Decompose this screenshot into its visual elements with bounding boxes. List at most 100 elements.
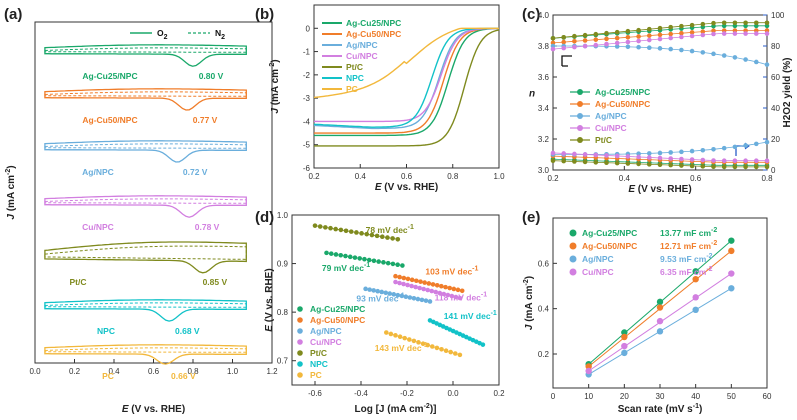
- panel-c-ytick-left-label: 3.0: [538, 166, 550, 175]
- panel-e-point: [621, 329, 628, 336]
- panel-e-xtick-label: 50: [727, 392, 736, 401]
- panel-d-fitline: [314, 225, 398, 240]
- panel-d-legend-label: Ag-Cu50/NPC: [310, 315, 365, 325]
- panel-a-legend-o2: O2: [157, 28, 168, 41]
- panel-d-legend-label: Cu/NPC: [310, 337, 342, 347]
- panel-a-cv-n2: [44, 245, 247, 260]
- panel-b-ytick-label: -1: [303, 48, 311, 57]
- panel-e-point: [656, 298, 664, 306]
- panel-b-ytick-label: -6: [303, 164, 311, 173]
- panel-e-point: [728, 270, 735, 277]
- panel-d-ytick-label: 0.8: [277, 308, 289, 317]
- panel-a-series-label: NPC: [97, 326, 115, 336]
- panel-a-peak-label: 0.68 V: [175, 326, 200, 336]
- panel-a-cv-o2: [44, 241, 247, 274]
- panel-a-cv-n2: [44, 198, 247, 204]
- panel-a-legend-n2: N2: [215, 28, 225, 41]
- panel-a-xtick-label: 0.6: [148, 367, 160, 376]
- panel-d-slope-label: 79 mV dec-1: [322, 262, 370, 273]
- panel-e-cdl-label: 6.35 mF cm-2: [660, 266, 713, 277]
- panel-c-ylabel-left: n: [529, 89, 535, 100]
- panel-e: (e) 0 10 20 30 40 50 60 0.2 0.4 0.6 Scan rate (mV s…: [522, 209, 772, 415]
- panel-c: (c) 0.2 0.4 0.6 0.8 3.0 3.2 3.4 3.6 3.8 4.0 0 20 40 60…: [522, 6, 793, 195]
- panel-a-xtick-label: 0.4: [108, 367, 120, 376]
- panel-e-label: (e): [522, 209, 540, 226]
- panel-a-xtick-label: 1.0: [227, 367, 239, 376]
- panel-a-series-label: Pt/C: [70, 277, 87, 287]
- panel-e-cdl-label: 13.77 mF cm-2: [660, 227, 717, 238]
- panel-c-ytick-right-label: 0: [771, 166, 776, 175]
- panel-d-xtick-label: 0.2: [493, 389, 505, 398]
- panel-c-xtick-label: 0.6: [690, 174, 702, 183]
- panel-d-point: [457, 352, 463, 358]
- panel-e-legend-label: Cu/NPC: [582, 267, 614, 277]
- panel-d-frame: [291, 214, 500, 386]
- panel-c-ytick-left-label: 4.0: [538, 11, 550, 20]
- panel-c-legend-label: Ag-Cu50/NPC: [595, 99, 650, 109]
- panel-c-xtick-label: 0.8: [761, 174, 773, 183]
- panel-b-xtick-label: 0.4: [355, 172, 367, 181]
- panel-a-cv-o2: [44, 344, 247, 365]
- panel-a-peak-label: 0.85 V: [203, 277, 228, 287]
- panel-c-ytick-left-label: 3.6: [538, 73, 550, 82]
- panel-b-legend-label: Ag/NPC: [346, 40, 378, 50]
- panel-d-legend-marker: [297, 339, 303, 345]
- panel-e-xtick-label: 10: [584, 392, 593, 401]
- panel-d-slope-label: 118 mV dec-1: [435, 291, 488, 302]
- panel-b-curve: [313, 27, 499, 128]
- panel-b-curve: [314, 27, 499, 134]
- panel-a-xtick-label: 0.0: [29, 367, 41, 376]
- panel-c-legend-label: Ag-Cu25/NPC: [595, 87, 650, 97]
- panel-b-xtick-label: 0.8: [447, 172, 459, 181]
- panel-b-label: (b): [255, 6, 274, 23]
- panel-a-cv-n2: [44, 302, 247, 308]
- panel-c-ytick-right-label: 20: [771, 135, 780, 144]
- panel-c-ylabel-right: H2O2 yield (%): [782, 57, 793, 127]
- panel-e-ytick-label: 0.6: [538, 259, 550, 268]
- panel-c-ytick-left-label: 3.2: [538, 135, 550, 144]
- panel-c-xlabel: E (V vs. RHE): [628, 184, 691, 195]
- panel-e-xlabel: Scan rate (mV s-1): [618, 403, 703, 415]
- panel-a: (a) 0.0 0.2 0.4 0.6 0.8 1.0 1.2 E (V vs. RHE) J (…: [4, 6, 278, 415]
- panel-e-xtick-label: 0: [551, 392, 556, 401]
- panel-b-curve: [313, 27, 499, 99]
- panel-b-legend-label: Cu/NPC: [346, 51, 378, 61]
- panel-b-xtick-label: 1.0: [493, 172, 505, 181]
- panel-a-cv-o2: [44, 195, 247, 218]
- panel-c-xtick-label: 0.2: [547, 174, 559, 183]
- panel-d-legend-marker: [297, 361, 303, 367]
- panel-c-legend-label: Cu/NPC: [595, 123, 627, 133]
- panel-e-xtick-label: 20: [620, 392, 629, 401]
- panel-b-xtick-label: 0.6: [401, 172, 413, 181]
- panel-d-xtick-label: -0.4: [354, 389, 368, 398]
- panel-a-cv-n2: [44, 347, 247, 353]
- panel-c-line-n: [552, 33, 767, 50]
- panel-a-cv-n2: [44, 47, 247, 53]
- panel-b-curve: [314, 27, 499, 123]
- panel-d-fitline: [365, 288, 431, 302]
- panel-c-legend-marker: [577, 137, 583, 143]
- panel-e-point: [621, 349, 628, 357]
- panel-c-line-n: [552, 30, 767, 44]
- panel-d-legend-marker: [297, 372, 303, 378]
- panel-e-xtick-label: 60: [763, 392, 772, 401]
- panel-a-xtick-label: 1.2: [266, 367, 278, 376]
- panel-d-slope-label: 143 mV dec-1: [375, 342, 428, 353]
- panel-d-legend-label: Ag/NPC: [310, 326, 342, 336]
- panel-c-line-n: [552, 22, 767, 39]
- panel-d-ytick-label: 1.0: [277, 211, 289, 220]
- panel-d-point: [457, 295, 463, 301]
- panel-c-legend-label: Pt/C: [595, 135, 612, 145]
- panel-d-slope-label: 103 mV dec-1: [425, 265, 478, 276]
- panel-b-legend-label: NPC: [346, 73, 364, 83]
- panel-e-cdl-label: 12.71 mF cm-2: [660, 240, 717, 251]
- panel-e-xtick-label: 30: [656, 392, 665, 401]
- panel-e-point: [585, 367, 592, 375]
- panel-c-arrow-left: [561, 55, 572, 67]
- panel-c-legend-label: Ag/NPC: [595, 111, 627, 121]
- panel-a-cv-n2: [44, 91, 247, 97]
- panel-d-fitline: [326, 252, 403, 266]
- panel-b-ylabel: J (mA cm-2): [269, 59, 281, 113]
- panel-d-slope-label: 78 mV dec-1: [366, 224, 414, 235]
- panel-c-ytick-right-label: 80: [771, 42, 780, 51]
